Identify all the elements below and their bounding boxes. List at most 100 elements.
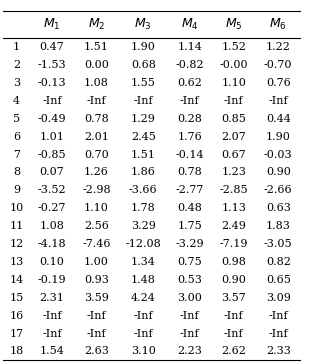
Text: 5: 5 [13,114,20,124]
Text: 12: 12 [9,239,24,249]
Text: 1: 1 [13,42,20,52]
Text: 0.78: 0.78 [177,167,202,177]
Text: -Inf: -Inf [87,96,106,106]
Text: 3.10: 3.10 [131,347,156,356]
Text: -0.70: -0.70 [264,60,292,70]
Text: 0.47: 0.47 [40,42,64,52]
Text: 1.01: 1.01 [40,132,64,142]
Text: 0.75: 0.75 [177,257,202,267]
Text: 2.49: 2.49 [221,221,246,231]
Text: 1.29: 1.29 [131,114,156,124]
Text: 0.00: 0.00 [84,60,109,70]
Text: 0.67: 0.67 [221,150,246,159]
Text: 0.07: 0.07 [40,167,64,177]
Text: 16: 16 [9,310,24,321]
Text: -3.05: -3.05 [264,239,292,249]
Text: 17: 17 [10,329,23,339]
Text: 1.23: 1.23 [221,167,246,177]
Text: -Inf: -Inf [133,310,153,321]
Text: -Inf: -Inf [42,96,62,106]
Text: 0.68: 0.68 [131,60,156,70]
Text: 8: 8 [13,167,20,177]
Text: 1.14: 1.14 [177,42,202,52]
Text: -Inf: -Inf [224,96,244,106]
Text: 0.98: 0.98 [221,257,246,267]
Text: 7: 7 [13,150,20,159]
Text: -Inf: -Inf [180,96,199,106]
Text: -Inf: -Inf [180,310,199,321]
Text: 0.70: 0.70 [84,150,109,159]
Text: -7.46: -7.46 [82,239,111,249]
Text: 1.76: 1.76 [177,132,202,142]
Text: -Inf: -Inf [42,310,62,321]
Text: -0.27: -0.27 [38,203,66,213]
Text: 1.08: 1.08 [84,78,109,88]
Text: -Inf: -Inf [133,329,153,339]
Text: -Inf: -Inf [180,329,199,339]
Text: -12.08: -12.08 [125,239,161,249]
Text: 11: 11 [9,221,24,231]
Text: 0.53: 0.53 [177,275,202,285]
Text: -Inf: -Inf [87,329,106,339]
Text: 4: 4 [13,96,20,106]
Text: -Inf: -Inf [87,310,106,321]
Text: 14: 14 [9,275,24,285]
Text: -3.66: -3.66 [129,185,157,195]
Text: -Inf: -Inf [133,96,153,106]
Text: 1.10: 1.10 [221,78,246,88]
Text: 0.76: 0.76 [266,78,290,88]
Text: 0.63: 0.63 [266,203,291,213]
Text: 3.57: 3.57 [221,293,246,303]
Text: 2.23: 2.23 [177,347,202,356]
Text: 6: 6 [13,132,20,142]
Text: 1.90: 1.90 [131,42,156,52]
Text: 1.75: 1.75 [177,221,202,231]
Text: -Inf: -Inf [224,329,244,339]
Text: 13: 13 [9,257,24,267]
Text: -0.49: -0.49 [38,114,66,124]
Text: -0.85: -0.85 [38,150,66,159]
Text: 1.51: 1.51 [84,42,109,52]
Text: 0.78: 0.78 [84,114,109,124]
Text: 3.29: 3.29 [131,221,156,231]
Text: 1.22: 1.22 [266,42,291,52]
Text: -Inf: -Inf [268,329,288,339]
Text: 1.08: 1.08 [40,221,64,231]
Text: 15: 15 [9,293,24,303]
Text: $M_3$: $M_3$ [134,17,152,32]
Text: 2: 2 [13,60,20,70]
Text: 0.10: 0.10 [40,257,64,267]
Text: 0.85: 0.85 [221,114,246,124]
Text: 3.09: 3.09 [266,293,291,303]
Text: -Inf: -Inf [42,329,62,339]
Text: -3.52: -3.52 [38,185,66,195]
Text: $M_1$: $M_1$ [43,17,61,32]
Text: -3.29: -3.29 [175,239,204,249]
Text: 0.82: 0.82 [266,257,291,267]
Text: 2.45: 2.45 [131,132,156,142]
Text: -Inf: -Inf [268,96,288,106]
Text: -0.00: -0.00 [219,60,248,70]
Text: 1.83: 1.83 [266,221,291,231]
Text: -2.85: -2.85 [219,185,248,195]
Text: 1.48: 1.48 [131,275,156,285]
Text: 2.01: 2.01 [84,132,109,142]
Text: 2.33: 2.33 [266,347,291,356]
Text: 1.86: 1.86 [131,167,156,177]
Text: 0.65: 0.65 [266,275,291,285]
Text: 1.34: 1.34 [131,257,156,267]
Text: $M_4$: $M_4$ [181,17,198,32]
Text: 0.93: 0.93 [84,275,109,285]
Text: 1.10: 1.10 [84,203,109,213]
Text: 1.13: 1.13 [221,203,246,213]
Text: 10: 10 [9,203,24,213]
Text: -0.03: -0.03 [264,150,292,159]
Text: 0.62: 0.62 [177,78,202,88]
Text: 2.63: 2.63 [84,347,109,356]
Text: $M_6$: $M_6$ [269,17,287,32]
Text: -0.82: -0.82 [175,60,204,70]
Text: -2.66: -2.66 [264,185,292,195]
Text: 0.90: 0.90 [266,167,291,177]
Text: -Inf: -Inf [268,310,288,321]
Text: 3.59: 3.59 [84,293,109,303]
